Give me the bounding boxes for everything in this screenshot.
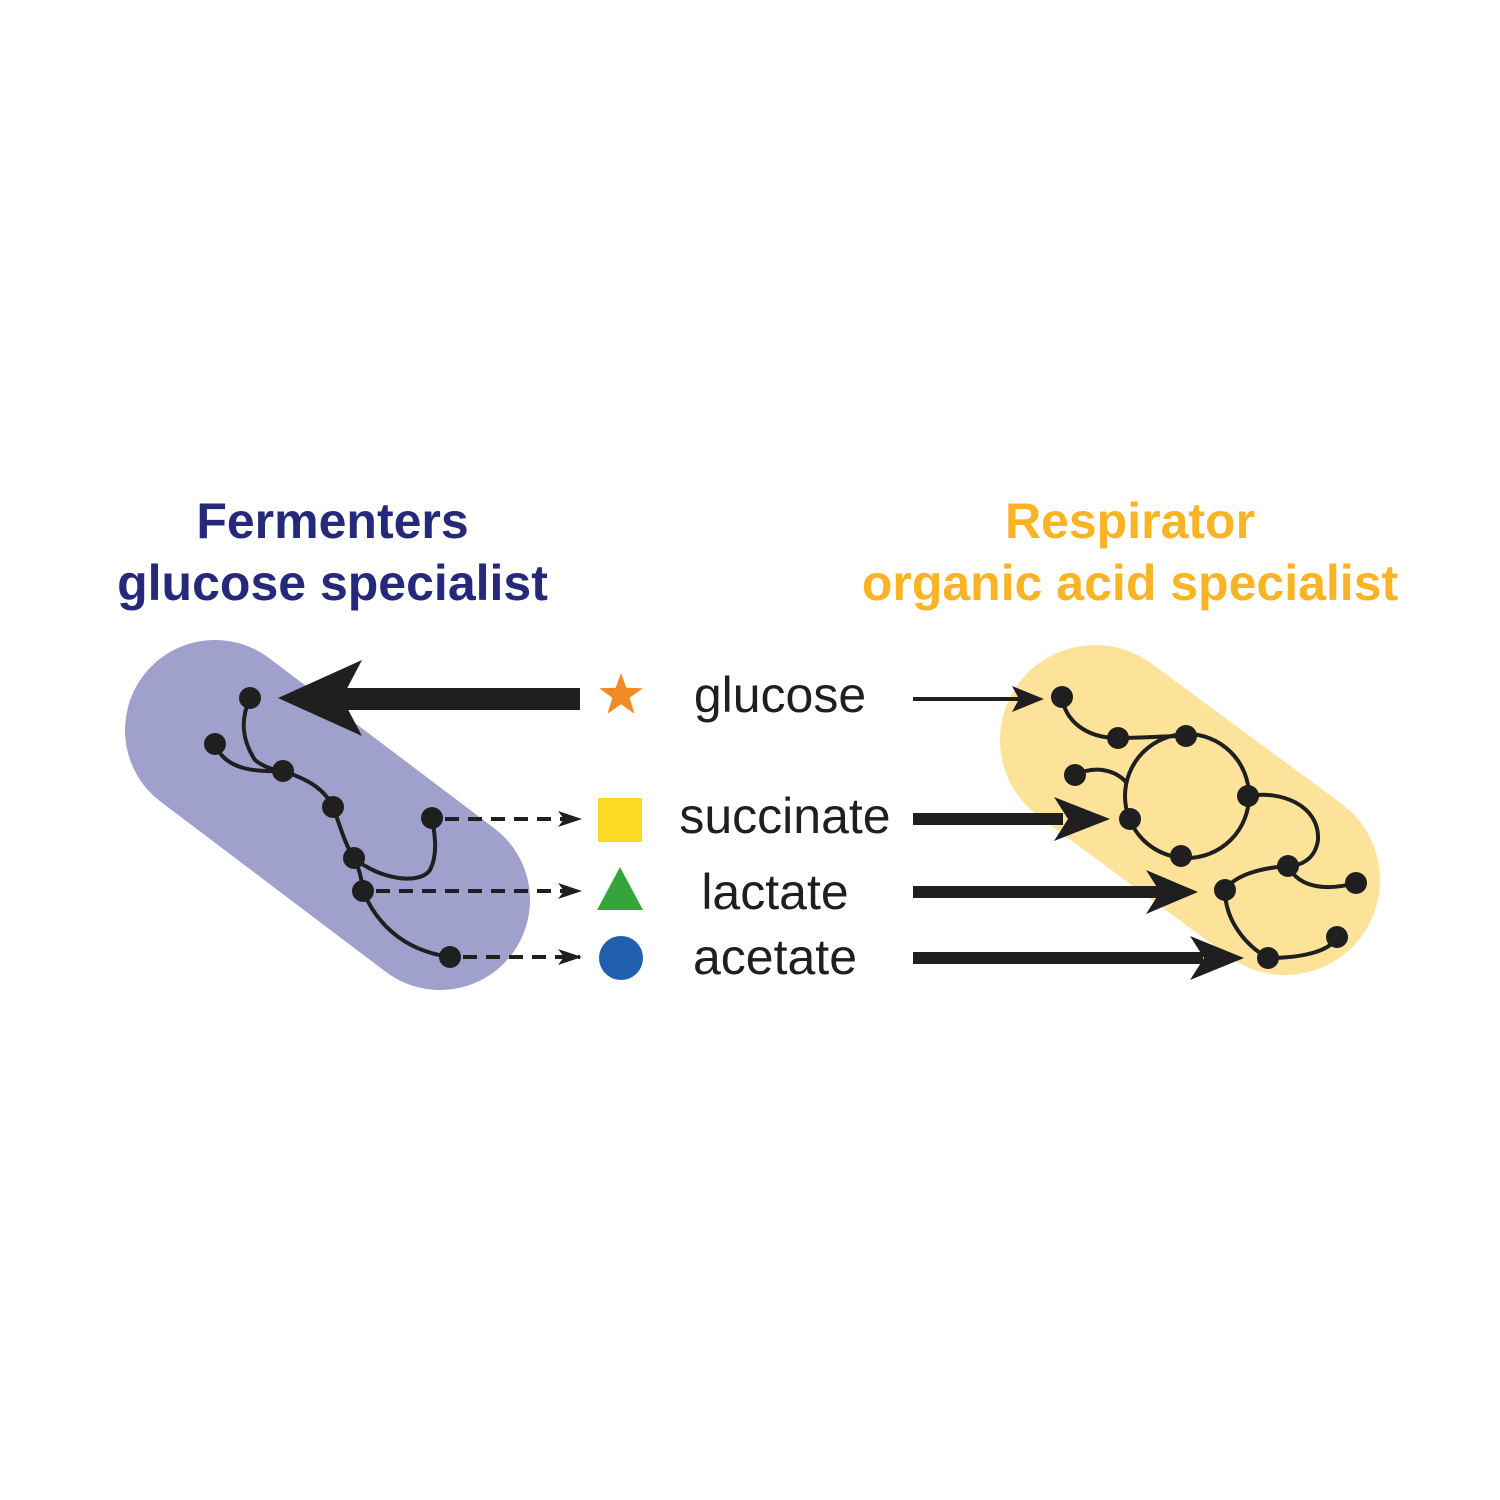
metabolite-label-acetate: acetate (692, 929, 857, 985)
circle-icon (599, 936, 643, 980)
fermenters-subtitle: glucose specialist (117, 555, 548, 611)
fermenters-title: Fermenters (196, 493, 469, 549)
respirator-subtitle: organic acid specialist (861, 555, 1399, 611)
respirator-pathway-nodes (1051, 686, 1367, 969)
triangle-icon (597, 867, 643, 910)
respirator-heading: Respirator organic acid specialist (830, 490, 1430, 614)
acetate-to-respirator-arrow (913, 936, 1244, 980)
lactate-to-respirator-arrow (913, 870, 1198, 914)
succinate-to-respirator-arrow (913, 797, 1110, 841)
metabolite-label-succinate: succinate (679, 788, 891, 844)
respirator-cell (1000, 645, 1380, 975)
respirator-title: Respirator (1004, 493, 1256, 549)
fermenter-pathway-nodes (204, 687, 461, 968)
star-icon (599, 673, 643, 714)
square-icon (598, 798, 642, 842)
fermenters-heading: Fermenters glucose specialist (60, 490, 605, 614)
metabolite-label-glucose: glucose (693, 667, 867, 723)
metabolite-label-lactate: lactate (701, 864, 849, 920)
glucose-to-respirator-arrow (913, 686, 1044, 712)
glucose-to-fermenter-arrow (278, 660, 580, 736)
